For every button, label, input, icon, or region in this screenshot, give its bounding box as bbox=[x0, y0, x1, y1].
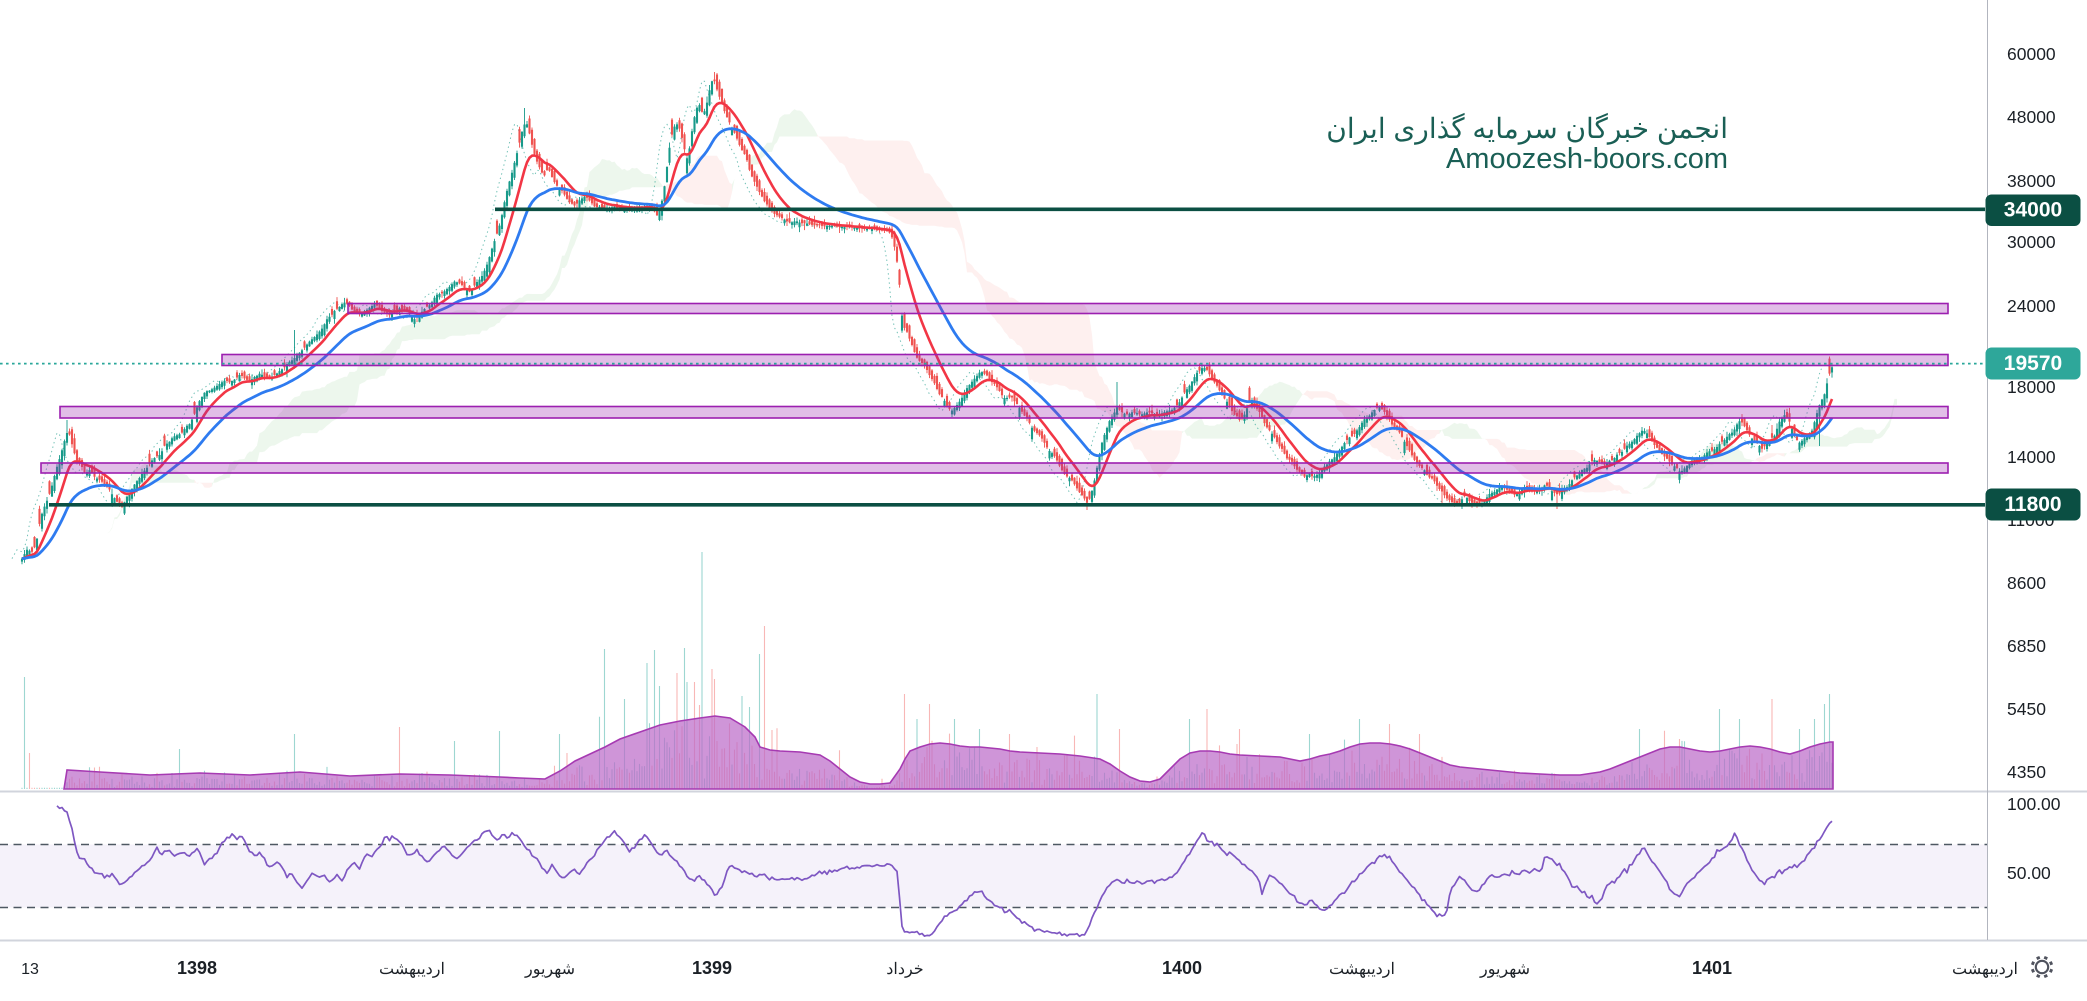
svg-text:6850: 6850 bbox=[2007, 636, 2046, 656]
svg-text:38000: 38000 bbox=[2007, 171, 2056, 191]
svg-text:1398: 1398 bbox=[177, 958, 217, 978]
svg-text:100.00: 100.00 bbox=[2007, 794, 2061, 814]
svg-text:5450: 5450 bbox=[2007, 699, 2046, 719]
svg-text:48000: 48000 bbox=[2007, 107, 2056, 127]
svg-text:شهریور: شهریور bbox=[1479, 961, 1530, 978]
svg-text:1399: 1399 bbox=[692, 958, 732, 978]
svg-text:14000: 14000 bbox=[2007, 447, 2056, 467]
svg-text:1400: 1400 bbox=[1162, 958, 1202, 978]
svg-text:50.00: 50.00 bbox=[2007, 863, 2051, 883]
svg-text:30000: 30000 bbox=[2007, 232, 2056, 252]
svg-text:اردیبهشت: اردیبهشت bbox=[379, 961, 445, 978]
svg-text:18000: 18000 bbox=[2007, 377, 2056, 397]
svg-text:اردیبهشت: اردیبهشت bbox=[1952, 961, 2018, 978]
svg-text:انجمن خبرگان سرمایه گذاری ایرا: انجمن خبرگان سرمایه گذاری ایران bbox=[1326, 112, 1728, 145]
svg-text:8600: 8600 bbox=[2007, 573, 2046, 593]
svg-text:خرداد: خرداد bbox=[886, 961, 923, 978]
svg-text:60000: 60000 bbox=[2007, 44, 2056, 64]
svg-text:19570: 19570 bbox=[2004, 352, 2062, 375]
svg-text:Amoozesh-boors.com: Amoozesh-boors.com bbox=[1446, 143, 1728, 175]
svg-text:4350: 4350 bbox=[2007, 762, 2046, 782]
svg-text:34000: 34000 bbox=[2004, 199, 2062, 222]
svg-text:1401: 1401 bbox=[1692, 958, 1732, 978]
svg-text:24000: 24000 bbox=[2007, 296, 2056, 316]
svg-text:اردیبهشت: اردیبهشت bbox=[1329, 961, 1395, 978]
svg-text:11800: 11800 bbox=[2004, 493, 2061, 516]
svg-text:شهریور: شهریور bbox=[524, 961, 575, 978]
svg-text:13: 13 bbox=[21, 961, 39, 978]
